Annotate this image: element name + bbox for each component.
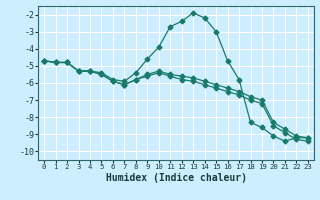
X-axis label: Humidex (Indice chaleur): Humidex (Indice chaleur) [106, 173, 246, 183]
